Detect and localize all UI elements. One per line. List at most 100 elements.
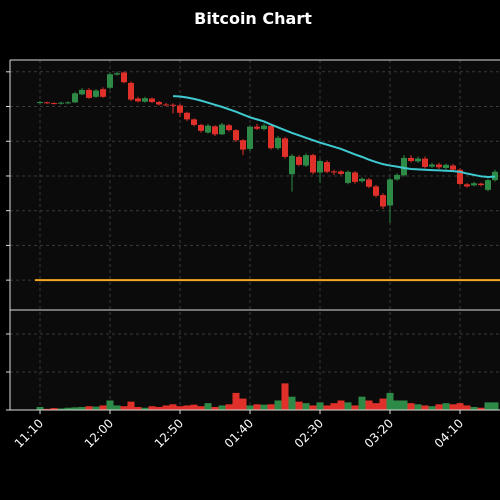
volume-bar [134, 406, 142, 410]
volume-bar [449, 404, 457, 410]
candle-body [72, 93, 78, 103]
candle-body [373, 186, 379, 196]
volume-bar [295, 401, 303, 410]
volume-bar [491, 402, 499, 410]
candle-body [240, 140, 246, 150]
volume-bar [43, 408, 51, 410]
candle-body [163, 104, 169, 106]
volume-bar [477, 407, 485, 410]
volume-bar [148, 406, 156, 410]
candle-body [289, 155, 295, 175]
candle-body [142, 98, 148, 102]
volume-bar [253, 404, 261, 410]
candle-body [128, 82, 134, 100]
volume-bar [71, 407, 79, 410]
candle-body [492, 171, 498, 181]
volume-bar [218, 405, 226, 410]
candle-body [226, 125, 232, 131]
candle-body [401, 157, 407, 176]
volume-bar [127, 401, 135, 410]
candle-body [261, 125, 267, 130]
volume-bar [197, 406, 205, 410]
candle-body [254, 126, 260, 129]
volume-bar [337, 400, 345, 410]
volume-bar [309, 405, 317, 410]
candle-body [65, 102, 71, 104]
candle-body [177, 105, 183, 113]
candle-body [450, 165, 456, 170]
candle-body [422, 158, 428, 167]
candle-body [296, 156, 302, 165]
candle-body [86, 89, 92, 98]
volume-bar [442, 403, 450, 410]
candle-body [191, 119, 197, 125]
candle-body [107, 74, 113, 88]
volume-bar [281, 383, 289, 410]
volume-bar [169, 404, 177, 410]
candle-body [303, 155, 309, 166]
volume-bar [225, 404, 233, 410]
volume-bar [435, 404, 443, 410]
volume-bar [414, 404, 422, 410]
volume-bar [316, 402, 324, 410]
volume-bar [176, 406, 184, 410]
volume-bar [78, 406, 86, 410]
volume-bar [57, 408, 65, 410]
volume-bar [211, 406, 219, 410]
volume-bar [204, 403, 212, 410]
volume-bar [358, 396, 366, 410]
candle-body [93, 90, 99, 97]
volume-bar [267, 404, 275, 410]
candle-body [37, 102, 43, 104]
volume-bar [400, 400, 408, 410]
volume-bar [50, 408, 58, 410]
volume-bar [113, 405, 121, 410]
volume-bar [386, 392, 394, 410]
candle-body [79, 89, 85, 95]
volume-bar [372, 403, 380, 410]
candle-body [114, 73, 120, 75]
volume-bar [463, 405, 471, 410]
candle-body [212, 126, 218, 135]
volume-bar [162, 405, 170, 410]
volume-bar [274, 400, 282, 410]
candle-body [317, 161, 323, 173]
candle-body [387, 179, 393, 206]
candle-body [184, 112, 190, 120]
volume-bar [99, 405, 107, 410]
volume-bar [393, 400, 401, 410]
candle-body [408, 157, 414, 162]
candle-body [170, 104, 176, 106]
candle-body [436, 164, 442, 168]
candle-body [268, 125, 274, 149]
candle-body [247, 126, 253, 149]
candle-body [310, 155, 316, 173]
volume-bar [470, 406, 478, 410]
candle-body [394, 174, 400, 180]
candle-body [44, 102, 50, 104]
volume-bar [92, 406, 100, 410]
volume-bar [351, 405, 359, 410]
candle-body [345, 171, 351, 183]
volume-bar [484, 402, 492, 410]
candle-body [331, 171, 337, 173]
volume-bar [36, 406, 44, 410]
volume-bar [141, 407, 149, 410]
volume-bar [302, 403, 310, 410]
candle-body [380, 195, 386, 207]
candle-body [198, 124, 204, 131]
volume-bar [421, 405, 429, 410]
volume-bar [85, 406, 93, 410]
volume-bar [183, 405, 191, 410]
volume-bar [155, 406, 163, 410]
candle-body [275, 137, 281, 149]
candle-body [443, 164, 449, 168]
volume-bar [456, 403, 464, 410]
candle-body [338, 171, 344, 174]
candle-body [415, 158, 421, 162]
candle-body [121, 72, 127, 83]
candle-body [205, 125, 211, 133]
marks [35, 71, 500, 410]
